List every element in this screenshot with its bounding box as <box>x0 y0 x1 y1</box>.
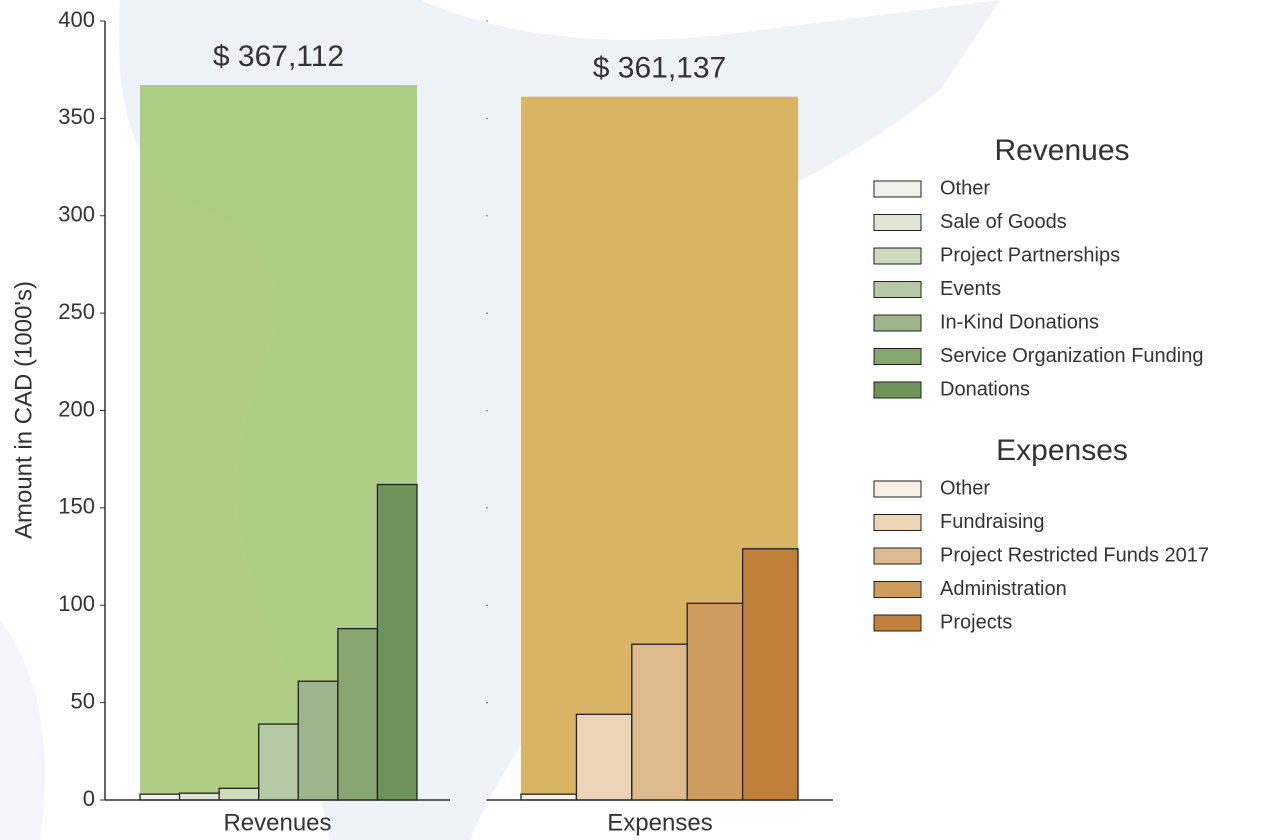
tick-dot <box>486 701 488 704</box>
legend-title: Expenses <box>996 434 1128 467</box>
tick-dot <box>486 604 488 607</box>
legend-label: Donations <box>940 378 1030 400</box>
y-tick-label: 350 <box>58 104 95 129</box>
legend-label: Other <box>940 477 990 499</box>
legend-swatch <box>873 581 922 598</box>
legend-title: Revenues <box>994 134 1129 167</box>
tick-dot <box>486 507 488 509</box>
bar <box>258 723 299 801</box>
legend-swatch <box>873 281 922 298</box>
bar <box>520 793 578 801</box>
legend-label: Project Restricted Funds 2017 <box>940 544 1209 566</box>
bar <box>139 793 181 801</box>
y-tick-label: 300 <box>58 202 95 227</box>
bar <box>686 602 744 801</box>
tick-dot <box>486 214 488 217</box>
legend-swatch <box>873 348 922 365</box>
bar <box>575 713 633 801</box>
legend-swatch <box>873 614 922 632</box>
legend-swatch <box>873 381 922 399</box>
bar <box>741 548 799 801</box>
bar <box>178 792 220 801</box>
y-tick-label: 0 <box>83 786 95 811</box>
bar <box>297 680 339 801</box>
y-tick-label: 150 <box>58 494 95 519</box>
bar <box>337 627 379 801</box>
legend-label: Projects <box>940 611 1012 633</box>
y-tick-label: 100 <box>58 591 95 616</box>
legend-swatch <box>873 514 922 531</box>
bar <box>376 483 418 801</box>
x-tick-label: Revenues <box>223 809 331 836</box>
map-shape <box>0 620 45 840</box>
x-tick-label: Expenses <box>607 809 712 836</box>
y-axis-label: Amount in CAD (1000's) <box>10 281 37 539</box>
y-tick-label: 200 <box>58 396 95 421</box>
tick-dot <box>486 312 488 314</box>
y-tick-label: 50 <box>71 688 95 713</box>
y-tick-label: 400 <box>58 7 95 32</box>
legend-label: Events <box>940 278 1001 300</box>
legend-swatch <box>873 180 922 198</box>
tick-dot <box>486 117 488 120</box>
y-tick-label: 250 <box>58 299 95 324</box>
legend-label: Service Organization Funding <box>940 345 1203 367</box>
total-label: $ 361,137 <box>593 52 726 85</box>
tick-dot <box>486 20 488 22</box>
legend-label: Sale of Goods <box>940 211 1067 233</box>
total-label: $ 367,112 <box>213 40 344 73</box>
legend-label: Other <box>940 177 990 199</box>
tick-dot <box>486 409 488 412</box>
legend-label: Administration <box>940 578 1067 600</box>
legend-swatch <box>873 214 922 231</box>
legend-label: In-Kind Donations <box>940 311 1099 333</box>
legend-swatch <box>873 247 922 265</box>
legend-swatch <box>873 314 922 332</box>
legend-swatch <box>873 480 922 498</box>
legend-label: Project Partnerships <box>940 244 1120 266</box>
bar <box>218 787 260 801</box>
legend-swatch <box>873 547 922 565</box>
bar <box>631 643 688 801</box>
legend-label: Fundraising <box>940 511 1045 533</box>
